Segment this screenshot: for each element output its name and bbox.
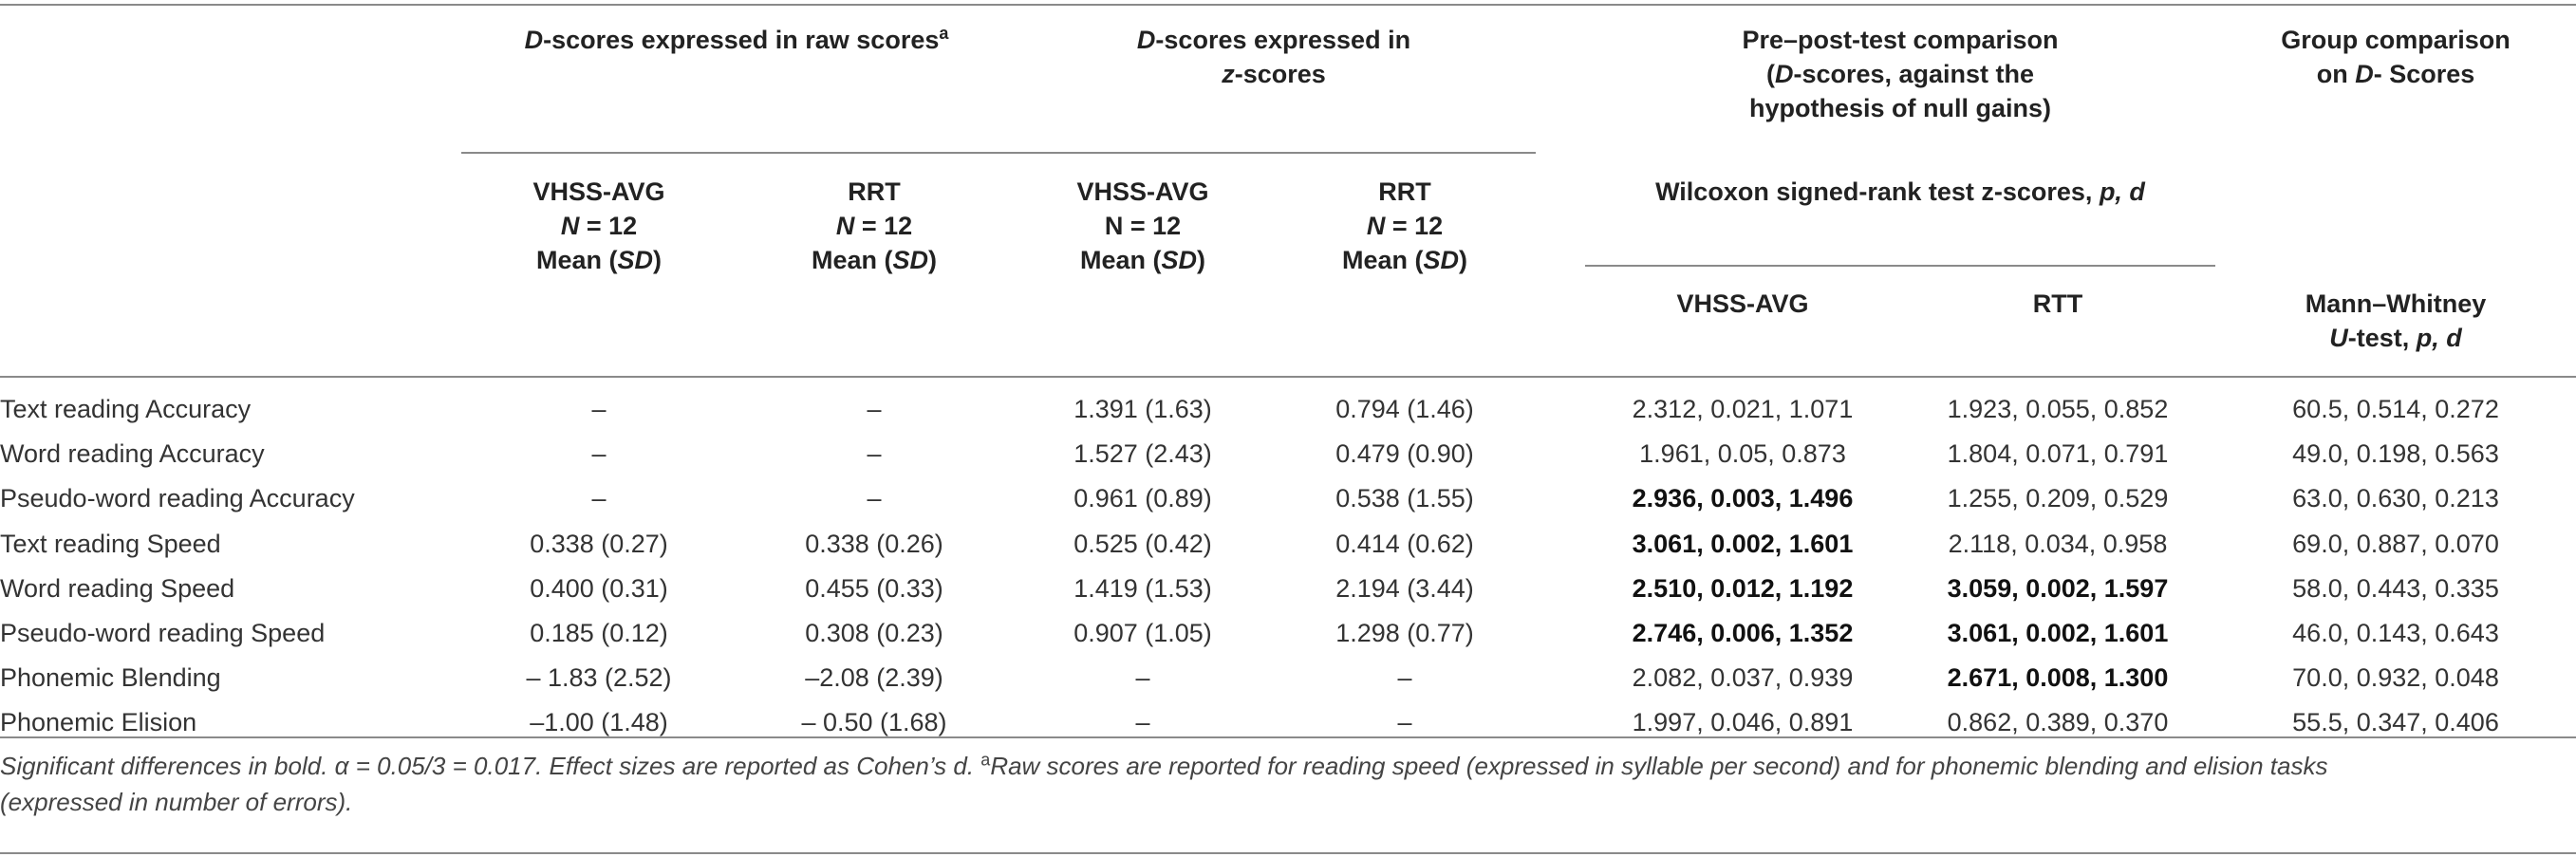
cell-rrt-raw: – xyxy=(867,484,882,512)
cell-wilcoxon-vhss: 2.082, 0.037, 0.939 xyxy=(1632,663,1854,692)
cell-vhss-raw: –1.00 (1.48) xyxy=(530,708,668,736)
cell-vhss-z: – xyxy=(1135,708,1150,736)
cell-vhss-raw: – xyxy=(591,395,607,423)
header-bottom-rule xyxy=(0,376,2576,378)
cell-wilcoxon-rtt: 3.059, 0.002, 1.597 xyxy=(1947,574,2169,603)
cell-vhss-z: 0.525 (0.42) xyxy=(1073,530,1212,558)
col-header-rrt-raw: RRT N = 12 Mean (SD) xyxy=(811,177,938,274)
cell-wilcoxon-vhss: 3.061, 0.002, 1.601 xyxy=(1632,530,1854,558)
wilcoxon-header: Wilcoxon signed-rank test z-scores, p, d xyxy=(1655,177,2145,206)
cell-vhss-raw: 0.338 (0.27) xyxy=(530,530,668,558)
cell-wilcoxon-rtt: 1.923, 0.055, 0.852 xyxy=(1947,395,2169,423)
group2-underline xyxy=(1012,152,1536,154)
col-header-rrt-z: RRT N = 12 Mean (SD) xyxy=(1341,177,1468,274)
group4-header: Group comparison on D- Scores xyxy=(2281,26,2511,88)
row-label: Phonemic Blending xyxy=(0,663,221,692)
wilcoxon-underline xyxy=(1585,265,2215,267)
cell-rrt-z: – xyxy=(1397,708,1412,736)
body-bottom-rule xyxy=(0,736,2576,738)
cell-rrt-z: – xyxy=(1397,663,1412,692)
cell-rrt-z: 2.194 (3.44) xyxy=(1335,574,1474,603)
cell-vhss-z: 0.907 (1.05) xyxy=(1073,619,1212,647)
cell-mann-whitney: 46.0, 0.143, 0.643 xyxy=(2292,619,2499,647)
cell-rrt-raw: –2.08 (2.39) xyxy=(805,663,943,692)
cell-vhss-raw: – xyxy=(591,484,607,512)
cell-wilcoxon-vhss: 1.961, 0.05, 0.873 xyxy=(1639,439,1846,468)
cell-rrt-raw: 0.338 (0.26) xyxy=(805,530,943,558)
cell-wilcoxon-vhss: 2.936, 0.003, 1.496 xyxy=(1632,484,1854,512)
top-rule xyxy=(0,4,2576,6)
group1-header: D-scores expressed in raw scoresa xyxy=(524,24,949,54)
cell-wilcoxon-rtt: 2.671, 0.008, 1.300 xyxy=(1947,663,2169,692)
row-label: Text reading Accuracy xyxy=(0,395,252,423)
cell-rrt-z: 0.479 (0.90) xyxy=(1335,439,1474,468)
cell-wilcoxon-vhss: 2.746, 0.006, 1.352 xyxy=(1632,619,1854,647)
cell-wilcoxon-vhss: 2.510, 0.012, 1.192 xyxy=(1632,574,1854,603)
wilcoxon-rtt-header: RTT xyxy=(2032,289,2083,318)
cell-wilcoxon-vhss: 2.312, 0.021, 1.071 xyxy=(1632,395,1854,423)
bottom-rule xyxy=(0,852,2576,854)
row-label: Phonemic Elision xyxy=(0,708,197,736)
cell-mann-whitney: 60.5, 0.514, 0.272 xyxy=(2292,395,2499,423)
cell-mann-whitney: 63.0, 0.630, 0.213 xyxy=(2292,484,2499,512)
cell-vhss-raw: – 1.83 (2.52) xyxy=(526,663,672,692)
col-header-vhss-raw: VHSS-AVG N = 12 Mean (SD) xyxy=(532,177,665,274)
row-label: Pseudo-word reading Speed xyxy=(0,619,326,647)
cell-rrt-z: 0.538 (1.55) xyxy=(1335,484,1474,512)
cell-wilcoxon-rtt: 2.118, 0.034, 0.958 xyxy=(1948,530,2168,558)
cell-rrt-raw: – 0.50 (1.68) xyxy=(801,708,947,736)
cell-wilcoxon-rtt: 1.804, 0.071, 0.791 xyxy=(1947,439,2169,468)
cell-vhss-raw: 0.400 (0.31) xyxy=(530,574,668,603)
row-label: Word reading Speed xyxy=(0,574,235,603)
cell-rrt-raw: 0.308 (0.23) xyxy=(805,619,943,647)
cell-rrt-raw: – xyxy=(867,439,882,468)
cell-vhss-z: 1.391 (1.63) xyxy=(1073,395,1212,423)
group3-header: Pre–post-test comparison (D-scores, agai… xyxy=(1742,26,2059,122)
cell-mann-whitney: 70.0, 0.932, 0.048 xyxy=(2292,663,2499,692)
cell-wilcoxon-rtt: 0.862, 0.389, 0.370 xyxy=(1947,708,2169,736)
cell-rrt-raw: – xyxy=(867,395,882,423)
table-footnote: Significant differences in bold. α = 0.0… xyxy=(0,750,2328,816)
cell-vhss-z: 1.527 (2.43) xyxy=(1073,439,1212,468)
group2-header: D-scores expressed in z-scores xyxy=(1136,26,1411,88)
cell-mann-whitney: 49.0, 0.198, 0.563 xyxy=(2292,439,2499,468)
cell-mann-whitney: 69.0, 0.887, 0.070 xyxy=(2292,530,2499,558)
cell-vhss-z: 0.961 (0.89) xyxy=(1073,484,1212,512)
cell-vhss-raw: – xyxy=(591,439,607,468)
cell-rrt-z: 1.298 (0.77) xyxy=(1335,619,1474,647)
col-header-vhss-z: VHSS-AVG N = 12 Mean (SD) xyxy=(1076,177,1209,274)
cell-wilcoxon-rtt: 1.255, 0.209, 0.529 xyxy=(1947,484,2169,512)
row-label: Pseudo-word reading Accuracy xyxy=(0,484,355,512)
cell-vhss-z: 1.419 (1.53) xyxy=(1073,574,1212,603)
wilcoxon-vhss-header: VHSS-AVG xyxy=(1676,289,1809,318)
cell-mann-whitney: 55.5, 0.347, 0.406 xyxy=(2292,708,2499,736)
group1-underline xyxy=(461,152,1012,154)
row-label: Word reading Accuracy xyxy=(0,439,265,468)
cell-wilcoxon-vhss: 1.997, 0.046, 0.891 xyxy=(1632,708,1854,736)
mann-whitney-header: Mann–Whitney U-test, p, d xyxy=(2305,289,2487,352)
cell-vhss-raw: 0.185 (0.12) xyxy=(530,619,668,647)
cell-vhss-z: – xyxy=(1135,663,1150,692)
cell-rrt-z: 0.794 (1.46) xyxy=(1335,395,1474,423)
row-label: Text reading Speed xyxy=(0,530,221,558)
cell-mann-whitney: 58.0, 0.443, 0.335 xyxy=(2292,574,2499,603)
cell-rrt-z: 0.414 (0.62) xyxy=(1335,530,1474,558)
cell-rrt-raw: 0.455 (0.33) xyxy=(805,574,943,603)
cell-wilcoxon-rtt: 3.061, 0.002, 1.601 xyxy=(1947,619,2169,647)
